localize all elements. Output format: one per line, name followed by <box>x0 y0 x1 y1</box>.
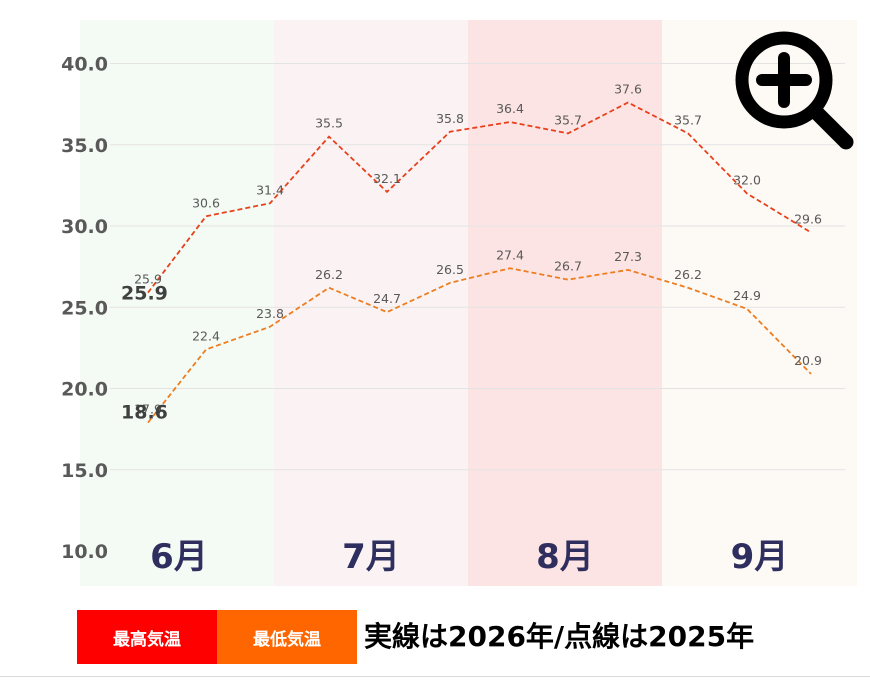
data-labels: 25.9 30.6 31.4 35.5 32.1 35.8 36.4 35.7 37.6 35.7… <box>134 82 822 417</box>
y-tick-label: 15.0 <box>61 460 108 482</box>
month-label: 6月 <box>150 537 208 577</box>
month-band <box>274 20 468 586</box>
data-label: 35.7 <box>674 112 702 127</box>
data-label: 26.7 <box>554 259 582 274</box>
data-label: 25.9 <box>134 272 162 287</box>
month-label: 7月 <box>342 537 400 577</box>
gridlines <box>110 63 845 471</box>
data-label: 26.5 <box>436 262 464 277</box>
data-label: 20.9 <box>794 353 822 368</box>
data-label: 22.4 <box>192 329 220 344</box>
data-label: 32.0 <box>733 173 761 188</box>
y-axis: 10.0 15.0 20.0 25.0 30.0 35.0 40.0 <box>61 54 108 564</box>
data-label: 36.4 <box>496 101 524 116</box>
zoom-in-button[interactable] <box>724 20 856 152</box>
y-tick-label: 30.0 <box>61 216 108 238</box>
y-tick-label: 10.0 <box>61 541 108 563</box>
data-label: 27.4 <box>496 247 524 262</box>
data-label: 24.7 <box>373 291 401 306</box>
legend-max-temp: 最高気温 <box>77 610 217 664</box>
y-tick-label: 35.0 <box>61 135 108 157</box>
data-label: 35.8 <box>436 111 464 126</box>
y-tick-label: 20.0 <box>61 379 108 401</box>
data-label: 31.4 <box>256 182 284 197</box>
data-label: 27.3 <box>614 249 642 264</box>
series-lines <box>147 101 812 424</box>
data-label: 29.6 <box>794 212 822 227</box>
month-band <box>80 20 274 586</box>
data-label: 32.1 <box>373 171 401 186</box>
zoom-in-icon <box>735 31 854 150</box>
current-max-temp-label: 25.9 <box>121 283 168 305</box>
legend-note: 実線は2026年/点線は2025年 <box>364 620 755 653</box>
data-label: 26.2 <box>315 267 343 282</box>
data-label: 17.9 <box>134 402 162 417</box>
current-min-temp-label: 18.6 <box>121 401 168 423</box>
y-tick-label: 40.0 <box>61 54 108 76</box>
y-tick-label: 25.0 <box>61 297 108 319</box>
data-label: 24.9 <box>733 288 761 303</box>
data-label: 30.6 <box>192 195 220 210</box>
data-label: 26.2 <box>674 267 702 282</box>
data-label: 35.5 <box>315 116 343 131</box>
min-temp-2025-line <box>147 267 812 424</box>
data-label: 35.7 <box>554 112 582 127</box>
month-label: 9月 <box>731 537 789 577</box>
divider <box>0 676 870 677</box>
data-label: 37.6 <box>614 82 642 97</box>
month-labels: 6月 7月 8月 9月 <box>150 537 788 577</box>
data-label: 23.8 <box>256 306 284 321</box>
month-label: 8月 <box>536 537 594 577</box>
legend-min-temp: 最低気温 <box>217 610 357 664</box>
legend: 最高気温 最低気温 <box>77 610 357 664</box>
current-year-values: 25.9 18.6 <box>121 283 168 424</box>
month-band <box>468 20 662 586</box>
